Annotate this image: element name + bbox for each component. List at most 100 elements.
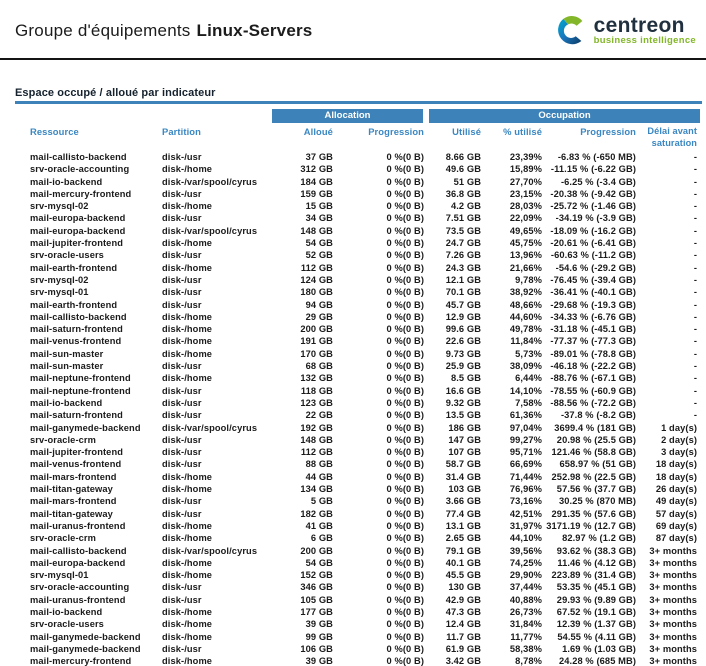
table-body: mail-callisto-backend disk-/usr 37 GB 0 %(0…: [15, 151, 700, 666]
cell-resource: srv-oracle-crm: [30, 533, 96, 544]
cell-used: 61.9 GB: [445, 643, 482, 654]
cell-used: 58.7 GB: [445, 459, 482, 470]
cell-used: 8.66 GB: [445, 152, 482, 162]
cell-occupation-progression: -77.37 % (-77.3 GB): [550, 336, 637, 347]
cell-allocation-progression: 0 %(0 B): [386, 545, 425, 556]
cell-partition: disk-/usr: [162, 188, 202, 199]
report-header: Groupe d'équipements Linux-Servers centre…: [0, 0, 706, 50]
cell-saturation-delay: 26 day(s): [655, 484, 698, 495]
cell-used-percent: 23,39%: [509, 152, 543, 162]
cell-allocation-progression: 0 %(0 B): [386, 496, 425, 507]
cell-allocated: 52 GB: [305, 250, 333, 261]
cell-used-percent: 99,27%: [509, 434, 543, 445]
column-header-row: Ressource Partition Alloué Progression U…: [15, 123, 700, 151]
cell-used-percent: 71,44%: [509, 471, 543, 482]
cell-partition: disk-/usr: [162, 213, 202, 224]
cell-partition: disk-/usr: [162, 397, 202, 408]
cell-used-percent: 8,78%: [515, 656, 543, 666]
cell-occupation-progression: 53.35 % (45.1 GB): [556, 582, 637, 593]
cell-resource: mail-io-backend: [30, 397, 103, 408]
cell-used-percent: 22,09%: [509, 213, 543, 224]
cell-allocated: 148 GB: [300, 434, 333, 445]
cell-resource: mail-earth-frontend: [30, 262, 118, 273]
cell-partition: disk-/home: [162, 570, 213, 581]
table-row: srv-oracle-crm disk-/usr 148 GB 0 %(0 B) 147…: [15, 434, 700, 446]
cell-partition: disk-/usr: [162, 434, 202, 445]
cell-used-percent: 39,56%: [509, 545, 543, 556]
table-row: mail-earth-frontend disk-/usr 94 GB 0 %(0 B…: [15, 299, 700, 311]
table-row: mail-ganymede-backend disk-/home 99 GB 0 %(…: [15, 631, 700, 643]
cell-used-percent: 74,25%: [509, 557, 543, 568]
cell-partition: disk-/usr: [162, 582, 202, 593]
cell-saturation-delay: 69 day(s): [655, 520, 698, 531]
cell-allocated: 37 GB: [305, 152, 333, 162]
cell-occupation-progression: 658.97 % (51 GB): [559, 459, 637, 470]
cell-used: 40.1 GB: [445, 557, 482, 568]
cell-allocation-progression: 0 %(0 B): [386, 520, 425, 531]
cell-saturation-delay: -: [693, 348, 698, 359]
table-row: mail-io-backend disk-/home 177 GB 0 %(0 B) 4…: [15, 606, 700, 618]
indicator-table-wrapper: Allocation Occupation Ressource Partitio…: [15, 109, 701, 666]
cell-partition: disk-/usr: [162, 594, 202, 605]
cell-partition: disk-/home: [162, 324, 213, 335]
cell-saturation-delay: -: [693, 250, 698, 261]
cell-resource: mail-neptune-frontend: [30, 385, 131, 396]
cell-used: 73.5 GB: [445, 225, 482, 236]
table-row: srv-oracle-accounting disk-/home 312 GB 0 %…: [15, 163, 700, 175]
cell-saturation-delay: -: [693, 373, 698, 384]
table-row: mail-venus-frontend disk-/usr 88 GB 0 %(0 B…: [15, 458, 700, 470]
cell-allocated: 88 GB: [305, 459, 333, 470]
cell-used-percent: 66,69%: [509, 459, 543, 470]
cell-resource: mail-sun-master: [30, 361, 104, 372]
cell-allocated: 39 GB: [305, 656, 333, 666]
cell-saturation-delay: 3+ months: [649, 582, 698, 593]
cell-partition: disk-/home: [162, 311, 213, 322]
cell-allocated: 180 GB: [300, 287, 333, 298]
cell-used-percent: 58,38%: [509, 643, 543, 654]
cell-occupation-progression: 67.52 % (19.1 GB): [556, 606, 637, 617]
cell-saturation-delay: -: [693, 361, 698, 372]
cell-allocation-progression: 0 %(0 B): [386, 176, 425, 187]
cell-allocated: 6 GB: [310, 533, 333, 544]
cell-resource: mail-mercury-frontend: [30, 188, 132, 199]
cell-allocated: 41 GB: [305, 520, 333, 531]
cell-used-percent: 11,84%: [510, 336, 543, 347]
cell-allocated: 29 GB: [305, 311, 333, 322]
cell-partition: disk-/var/spool/cyrus: [162, 225, 258, 236]
cell-occupation-progression: -6.25 % (-3.4 GB): [560, 176, 637, 187]
cell-allocation-progression: 0 %(0 B): [386, 385, 425, 396]
cell-used: 42.9 GB: [445, 594, 482, 605]
cell-partition: disk-/home: [162, 164, 213, 175]
cell-partition: disk-/home: [162, 201, 213, 212]
cell-allocation-progression: 0 %(0 B): [386, 373, 425, 384]
cell-saturation-delay: 3+ months: [649, 557, 698, 568]
table-head: Allocation Occupation Ressource Partitio…: [15, 109, 701, 151]
cell-partition: disk-/usr: [162, 410, 202, 421]
cell-occupation-progression: -20.61 % (-6.41 GB): [550, 238, 637, 249]
cell-allocated: 123 GB: [300, 397, 333, 408]
cell-allocated: 118 GB: [300, 385, 333, 396]
page-title-prefix: Groupe d'équipements: [15, 21, 191, 40]
cell-occupation-progression: 24.28 % (685 MB): [558, 656, 637, 666]
cell-used: 45.5 GB: [445, 570, 482, 581]
cell-partition: disk-/home: [162, 336, 213, 347]
cell-saturation-delay: 57 day(s): [655, 508, 698, 519]
cell-occupation-progression: -34.19 % (-3.9 GB): [555, 213, 637, 224]
cell-allocation-progression: 0 %(0 B): [386, 508, 425, 519]
cell-used: 24.7 GB: [445, 238, 482, 249]
cell-used-percent: 61,36%: [509, 410, 543, 421]
cell-allocated: 200 GB: [300, 545, 333, 556]
cell-occupation-progression: -60.63 % (-11.2 GB): [550, 250, 637, 261]
cell-used: 9.32 GB: [445, 397, 482, 408]
cell-partition: disk-/usr: [162, 299, 202, 310]
table-row: mail-earth-frontend disk-/home 112 GB 0 %(0…: [15, 262, 700, 274]
cell-saturation-delay: -: [693, 385, 698, 396]
table-row: srv-mysql-02 disk-/usr 124 GB 0 %(0 B) 12.1 …: [15, 274, 700, 286]
cell-used-percent: 31,97%: [509, 520, 543, 531]
cell-resource: srv-mysql-01: [30, 287, 89, 298]
cell-partition: disk-/usr: [162, 508, 202, 519]
table-row: mail-neptune-frontend disk-/home 132 GB 0 %…: [15, 372, 700, 384]
cell-allocated: 105 GB: [300, 594, 333, 605]
cell-used-percent: 97,04%: [509, 422, 543, 433]
cell-allocation-progression: 0 %(0 B): [386, 459, 425, 470]
